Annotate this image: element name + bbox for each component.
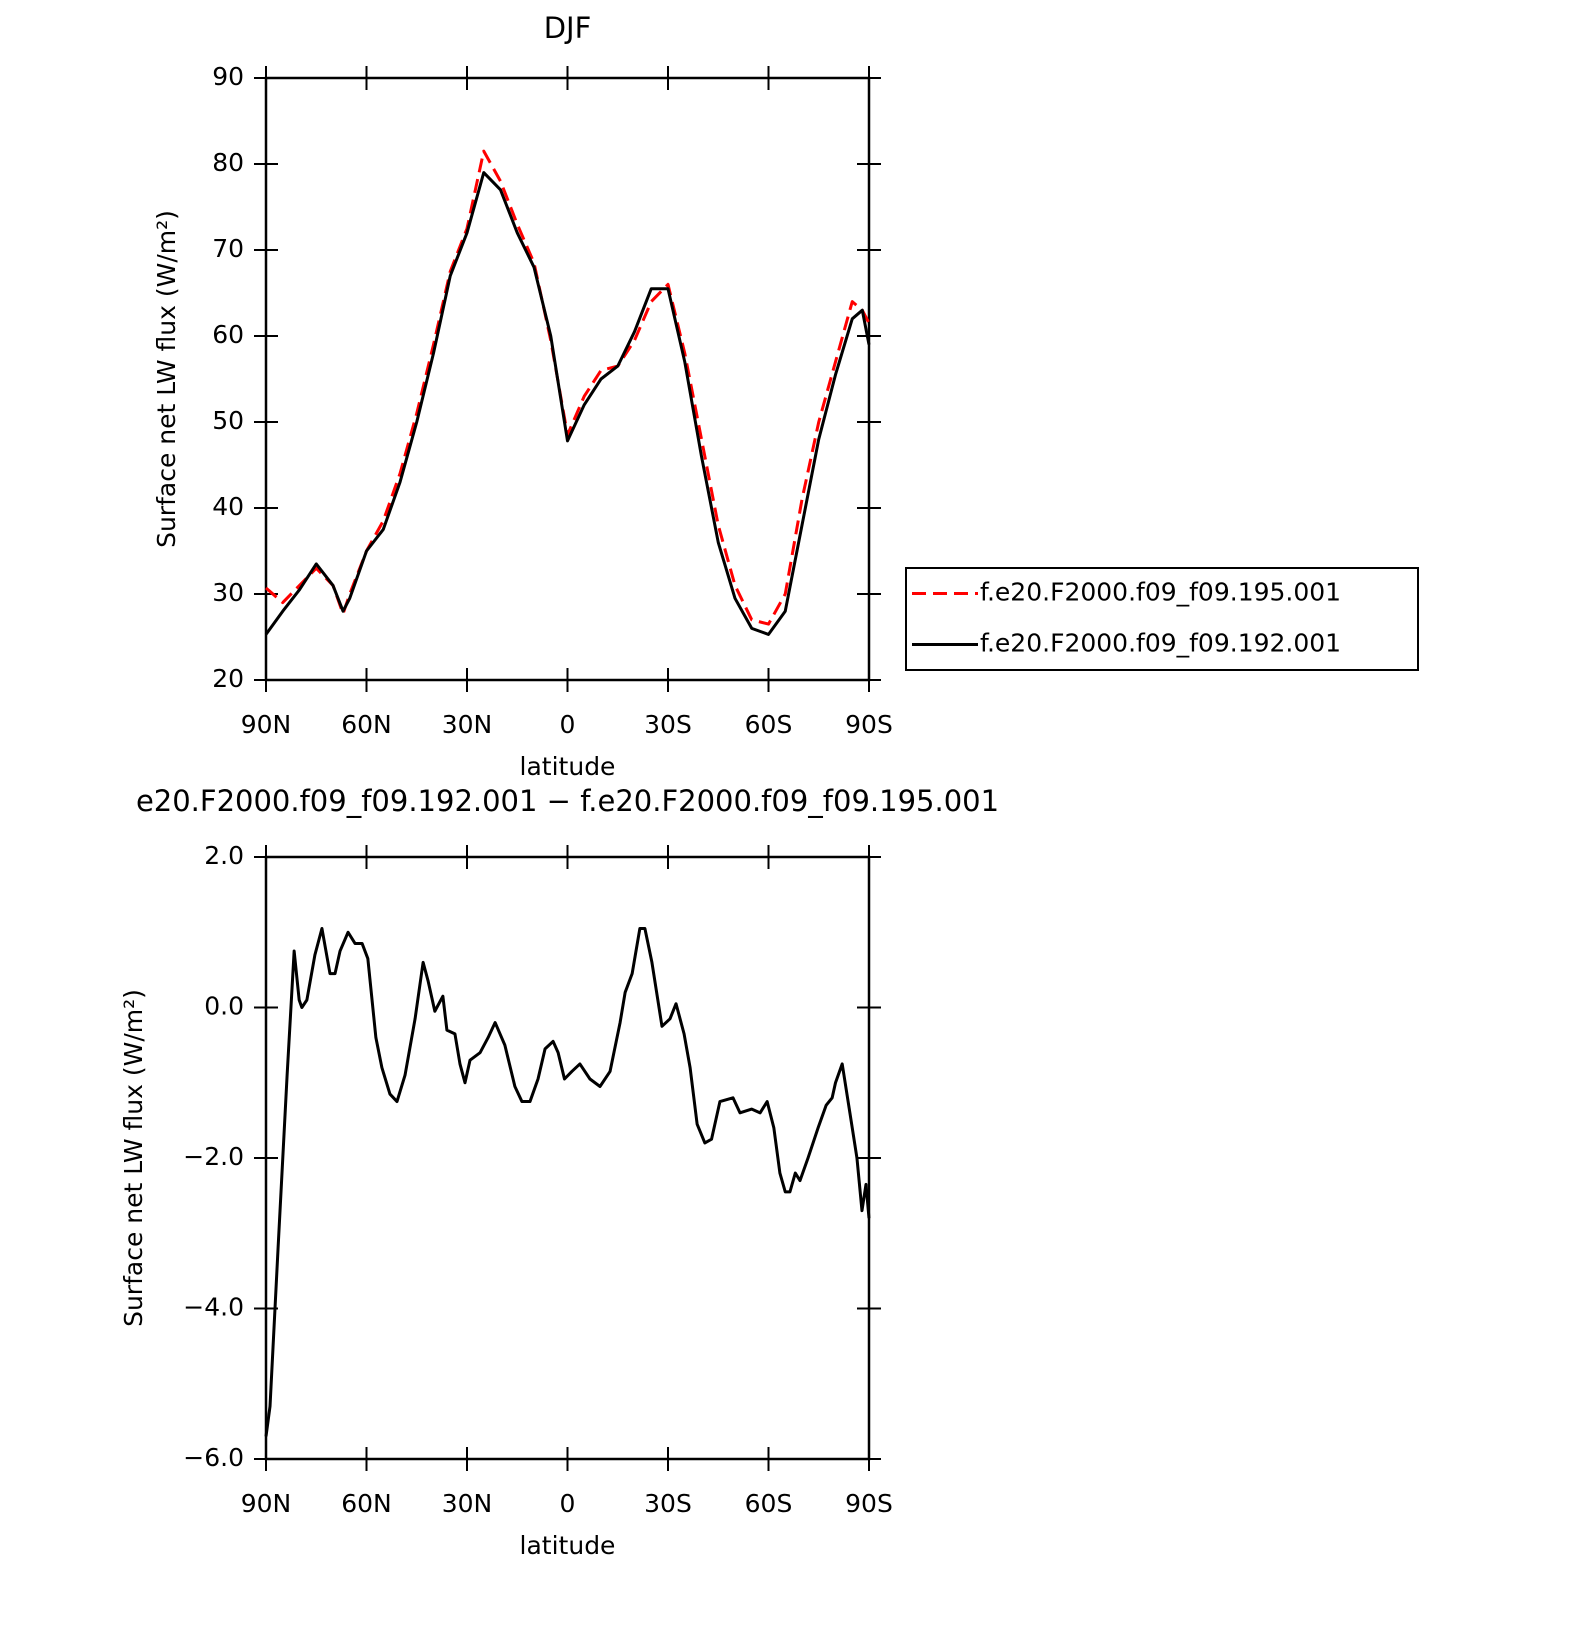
y-tick-label: 0.0: [204, 992, 244, 1021]
x-tick-label: 90S: [845, 1489, 893, 1518]
x-tick-label: 90N: [241, 1489, 292, 1518]
x-tick-label: 60S: [745, 1489, 793, 1518]
x-tick-label: 60N: [341, 710, 392, 739]
x-tick-label: 30S: [644, 1489, 692, 1518]
x-tick-label: 60S: [745, 710, 793, 739]
plot-frame: [264, 76, 871, 682]
legend-label: f.e20.F2000.f09_f09.195.001: [980, 578, 1341, 607]
chart-title: DJF: [544, 11, 592, 45]
y-tick-label: 20: [212, 664, 244, 693]
y-tick-label: 90: [212, 62, 244, 91]
data-line: [265, 149, 871, 626]
y-tick-label: −4.0: [183, 1293, 244, 1322]
plot-frame: [264, 855, 871, 1461]
x-tick-label: 0: [560, 1489, 576, 1518]
y-tick-label: 2.0: [204, 841, 244, 870]
y-axis-label: Surface net LW flux (W/m²): [152, 210, 181, 548]
y-tick-label: −2.0: [183, 1142, 244, 1171]
x-tick-label: 90S: [845, 710, 893, 739]
y-tick-label: 60: [212, 320, 244, 349]
legend-box: [905, 567, 1419, 671]
legend-label: f.e20.F2000.f09_f09.192.001: [980, 629, 1341, 658]
chart-title: e20.F2000.f09_f09.192.001 − f.e20.F2000.…: [136, 784, 999, 818]
data-line: [264, 926, 871, 1437]
y-tick-label: 80: [212, 148, 244, 177]
y-tick-label: 40: [212, 492, 244, 521]
y-tick-label: 30: [212, 578, 244, 607]
x-tick-label: 30S: [644, 710, 692, 739]
x-tick-label: 30N: [442, 710, 493, 739]
x-tick-label: 0: [560, 710, 576, 739]
x-tick-label: 60N: [341, 1489, 392, 1518]
x-tick-label: 30N: [442, 1489, 493, 1518]
data-line: [264, 171, 871, 636]
y-axis-label: Surface net LW flux (W/m²): [119, 989, 148, 1327]
x-axis-label: latitude: [520, 1531, 616, 1560]
y-tick-label: −6.0: [183, 1443, 244, 1472]
y-tick-label: 70: [212, 234, 244, 263]
x-axis-label: latitude: [520, 752, 616, 781]
x-tick-label: 90N: [241, 710, 292, 739]
y-tick-label: 50: [212, 406, 244, 435]
